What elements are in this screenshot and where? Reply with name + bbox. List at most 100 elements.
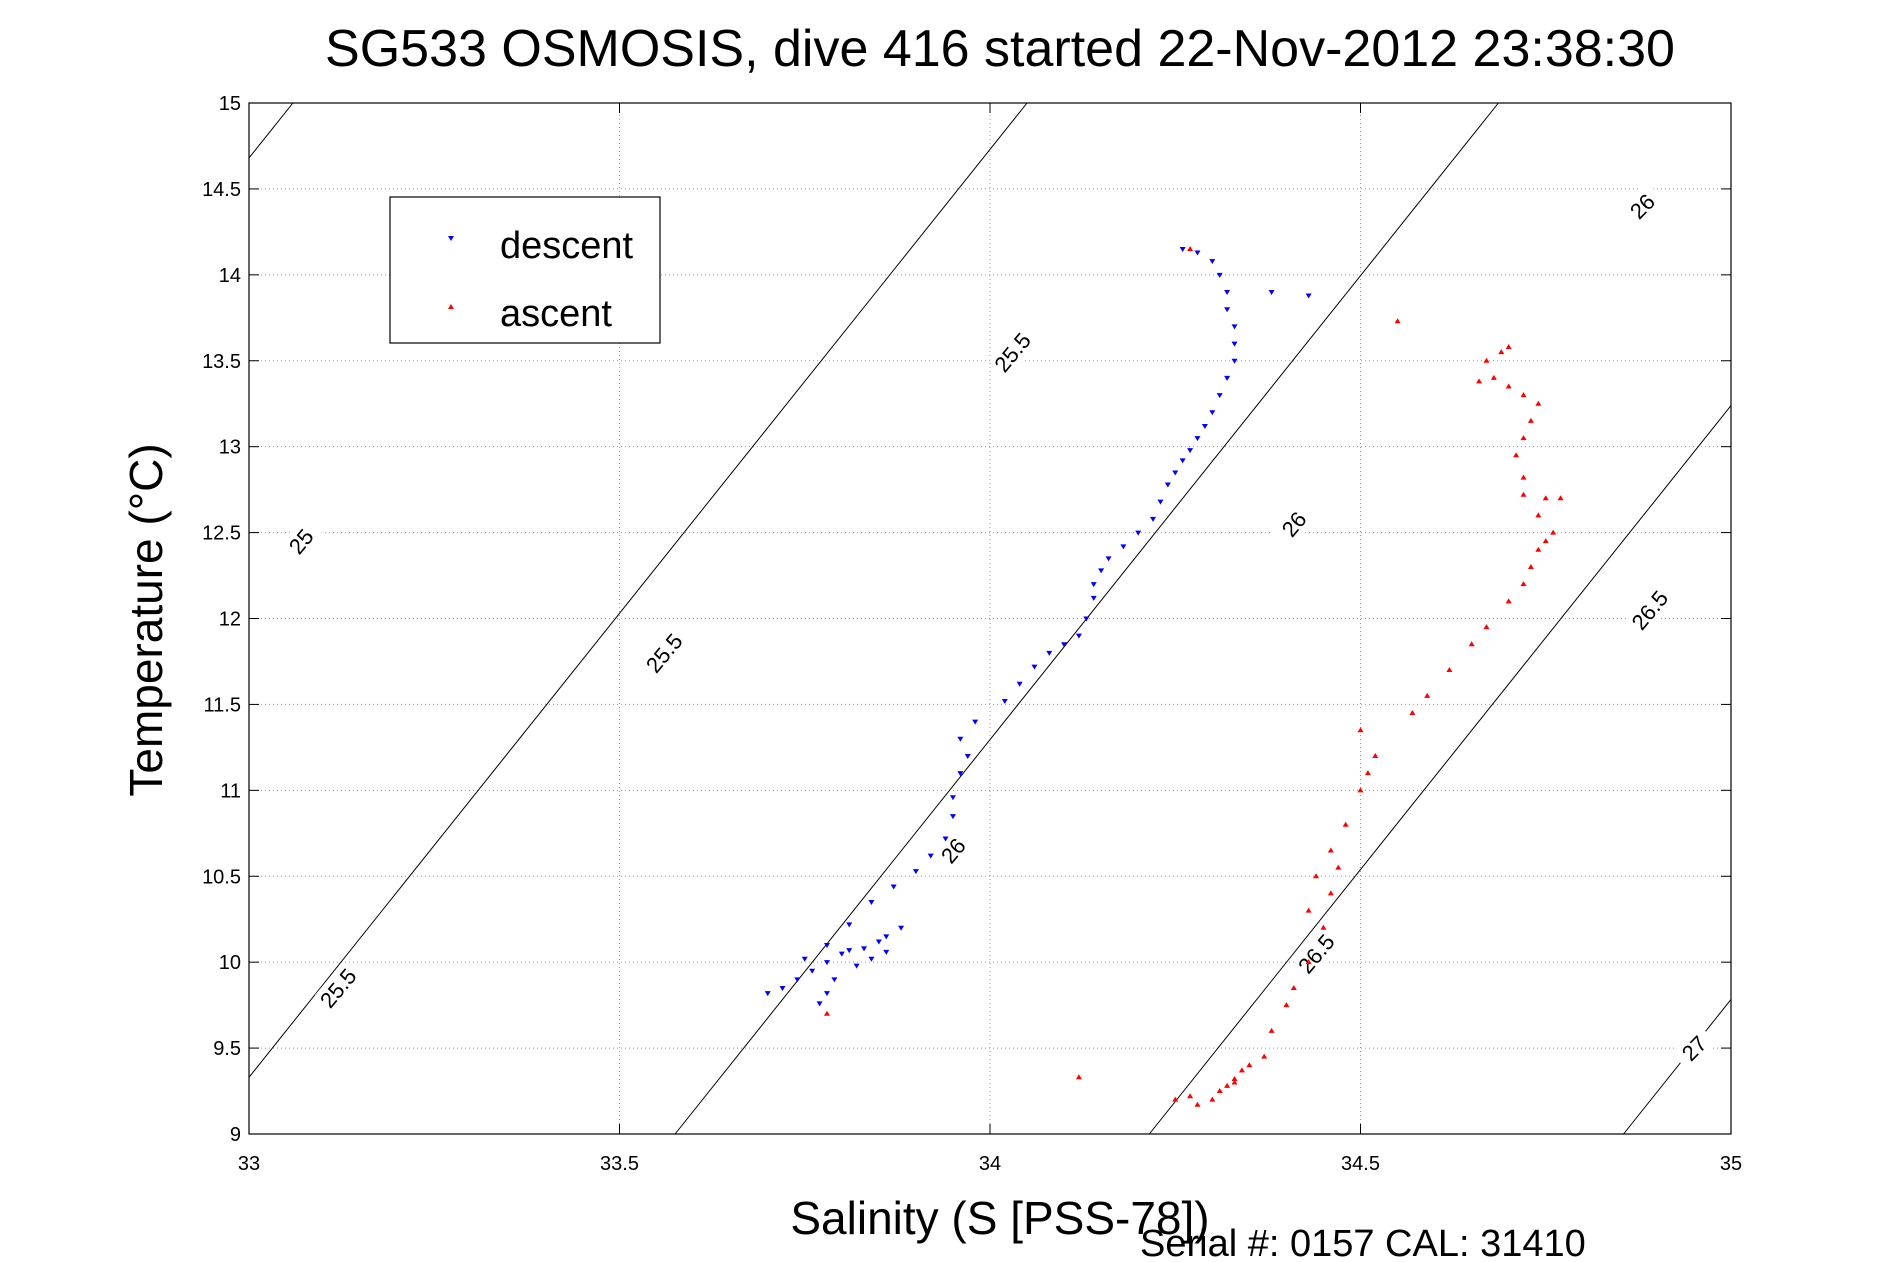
descent-point <box>890 884 897 890</box>
ascent-point <box>1505 598 1512 604</box>
descent-point <box>809 968 816 974</box>
descent-point <box>853 963 860 969</box>
ascent-point <box>1535 400 1542 406</box>
descent-point <box>1046 650 1053 656</box>
contour-label: 25.5 <box>315 964 362 1013</box>
descent-point <box>1031 664 1038 670</box>
contour-label-bg <box>315 964 361 1012</box>
descent-point <box>1098 568 1105 574</box>
contour-label-bg <box>930 826 976 875</box>
ascent-point <box>1394 318 1401 324</box>
descent-point <box>1001 698 1008 704</box>
contour-label-bg <box>1618 182 1666 230</box>
y-tick-label: 10.5 <box>202 866 241 888</box>
contour-label-bg <box>1670 1024 1718 1072</box>
descent-point <box>861 946 868 952</box>
ascent-point <box>1335 864 1342 870</box>
axis-ticks: 33 33.5 34 34.5 35 9 9.5 10 10.5 11 11.5 12 12.5 13 13… <box>202 93 1742 1175</box>
descent-point <box>1179 458 1186 464</box>
descent-point <box>1157 499 1164 505</box>
ascent-point <box>1476 378 1483 384</box>
descent-point <box>1120 544 1127 550</box>
ascent-point <box>1357 787 1364 793</box>
descent-point <box>1164 482 1171 488</box>
ascent-point <box>1268 1027 1275 1033</box>
descent-point <box>823 991 830 997</box>
descent-point <box>957 736 964 742</box>
ascent-point <box>1483 624 1490 630</box>
isopycnal-line <box>248 102 294 159</box>
y-tick-label: 13.5 <box>202 351 241 373</box>
descent-point <box>779 985 786 991</box>
x-tick-label: 34 <box>979 1153 1001 1175</box>
descent-point <box>1194 436 1201 442</box>
ascent-point <box>1520 435 1527 441</box>
legend: descent ascent <box>389 196 661 344</box>
ascent-point <box>1194 1101 1201 1107</box>
ascent-point <box>1542 495 1549 501</box>
ascent-point <box>1075 1074 1082 1080</box>
descent-point <box>764 991 771 997</box>
y-tick-label: 9.5 <box>213 1038 241 1060</box>
ascent-point <box>1490 374 1497 380</box>
descent-point <box>868 900 875 906</box>
ascent-point <box>1283 1002 1290 1008</box>
descent-point <box>1061 642 1068 648</box>
descent-point <box>816 1001 823 1007</box>
descent-point <box>1231 341 1238 347</box>
x-axis-label: Salinity (S [PSS-78]) <box>790 1192 1209 1244</box>
contour-label-bg <box>1293 929 1339 978</box>
ascent-point <box>1246 1062 1253 1068</box>
ascent-point <box>1468 641 1475 647</box>
descent-point <box>1209 259 1216 265</box>
ascent-point <box>1372 752 1379 758</box>
ascent-point <box>1216 1088 1223 1094</box>
descent-point <box>972 719 979 725</box>
y-tick-label: 13 <box>219 437 241 459</box>
x-tick-label: 35 <box>1720 1153 1742 1175</box>
data-points <box>764 246 1564 1107</box>
descent-point <box>942 836 949 842</box>
descent-point <box>823 960 830 966</box>
y-tick-label: 11 <box>220 780 241 802</box>
descent-point <box>883 949 890 955</box>
descent-point <box>1231 358 1238 364</box>
ascent-point <box>1483 357 1490 363</box>
contour-label-bg <box>278 517 324 565</box>
ascent-point <box>1290 984 1297 990</box>
legend-descent-marker <box>448 236 454 241</box>
ascent-point <box>1424 692 1431 698</box>
descent-point <box>1083 616 1090 622</box>
descent-point <box>957 771 964 777</box>
y-tick-label: 14.5 <box>202 179 241 201</box>
ascent-point <box>1498 349 1505 355</box>
descent-point <box>1135 530 1142 536</box>
ascent-point <box>1305 959 1312 965</box>
contour-label-bg <box>989 328 1036 376</box>
contour-label: 25.5 <box>989 328 1036 377</box>
descent-point <box>1075 633 1082 639</box>
descent-point <box>1105 556 1112 562</box>
ascent-point <box>1320 924 1327 930</box>
y-tick-label: 11.5 <box>204 694 241 716</box>
ascent-point <box>1505 383 1512 389</box>
descent-point <box>868 956 875 962</box>
ascent-point <box>1187 1093 1194 1099</box>
descent-point <box>1194 250 1201 256</box>
descent-point <box>1209 410 1216 416</box>
ascent-point <box>1187 246 1194 252</box>
ascent-point <box>1342 821 1349 827</box>
ascent-point <box>1535 512 1542 518</box>
legend-ascent-marker <box>448 304 454 309</box>
y-tick-label: 12.5 <box>202 523 241 545</box>
descent-point <box>1268 290 1275 296</box>
ascent-point <box>1231 1076 1238 1082</box>
contour-label: 26.5 <box>1627 586 1674 635</box>
descent-point <box>846 922 853 928</box>
descent-point <box>838 951 845 957</box>
x-tick-label: 33.5 <box>600 1153 639 1175</box>
descent-point <box>831 977 838 983</box>
ascent-point <box>823 1010 830 1016</box>
descent-point <box>823 942 830 948</box>
